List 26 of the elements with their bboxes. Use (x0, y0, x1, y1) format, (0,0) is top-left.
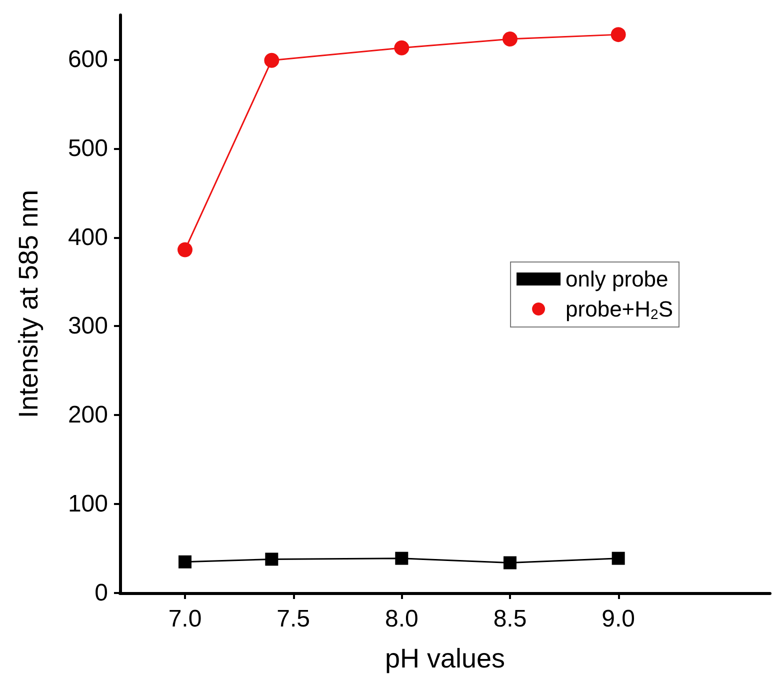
legend-label: probe+H2S (566, 296, 674, 322)
point (610, 27, 626, 42)
y-tick-label: 400 (68, 224, 108, 251)
point (502, 32, 518, 47)
x-tick-label: 7.0 (168, 606, 202, 632)
point (178, 555, 192, 568)
point (395, 552, 408, 565)
point (178, 242, 192, 258)
y-axis-title: Intensity at 585 nm (14, 190, 44, 418)
point (394, 40, 410, 56)
y-tick-label: 100 (68, 490, 108, 518)
y-tick-label: 600 (68, 46, 108, 73)
y-tick-label: 500 (68, 134, 108, 162)
x-tick-label: 9.0 (602, 606, 636, 632)
point (265, 552, 278, 566)
x-axis-title: pH values (384, 644, 506, 674)
point (504, 556, 516, 570)
y-tick-label: 300 (68, 312, 108, 340)
x-tick-label: 8.5 (493, 606, 527, 632)
point (612, 552, 625, 565)
legend-label: only probe (566, 266, 668, 292)
point (264, 52, 280, 68)
x-tick-label: 7.5 (276, 606, 310, 632)
y-tick-label: 200 (68, 402, 108, 429)
x-tick-label: 8.0 (384, 606, 418, 632)
y-tick-label: 0 (94, 580, 108, 606)
